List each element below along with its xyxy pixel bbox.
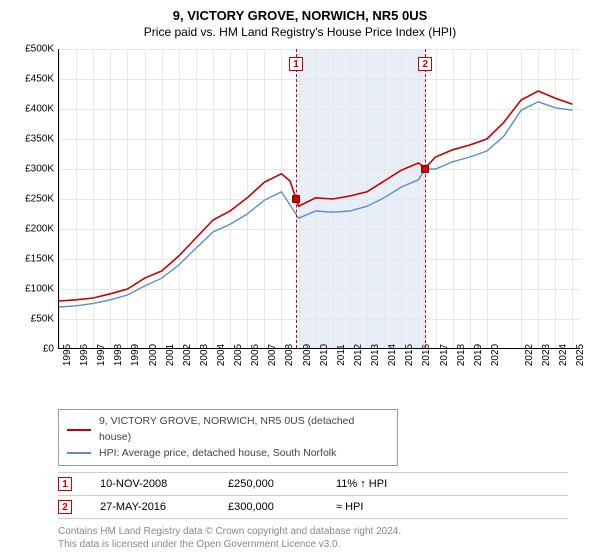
x-tick-label: 2014 [387,344,398,366]
footer-text: Contains HM Land Registry data © Crown c… [58,525,588,551]
y-tick-label: £500K [12,44,54,55]
legend-item: HPI: Average price, detached house, Sout… [67,446,389,462]
x-tick-label: 2019 [473,344,484,366]
x-tick-label: 2007 [267,344,278,366]
x-tick-label: 1999 [130,344,141,366]
x-tick-label: 2015 [404,344,415,366]
x-tick-label: 2010 [319,344,330,366]
y-tick-label: £350K [12,134,54,145]
x-tick-label: 1998 [113,344,124,366]
page-subtitle: Price paid vs. HM Land Registry's House … [12,25,588,39]
y-tick-label: £450K [12,74,54,85]
transaction-date: 27-MAY-2016 [100,501,200,513]
x-tick-label: 2012 [353,344,364,366]
legend-label: HPI: Average price, detached house, Sout… [99,446,336,462]
x-tick-label: 2000 [148,344,159,366]
y-tick-label: £200K [12,224,54,235]
x-tick-label: 2020 [490,344,501,366]
transaction-row: 1 10-NOV-2008 £250,000 11% ↑ HPI [58,473,568,496]
x-tick-label: 2011 [336,344,347,366]
x-tick-label: 2001 [165,344,176,366]
x-tick-label: 1995 [62,344,73,366]
x-tick-label: 2004 [216,344,227,366]
series-hpi [59,102,572,307]
transactions-table: 1 10-NOV-2008 £250,000 11% ↑ HPI 2 27-MAY-201… [58,472,568,519]
y-tick-label: £50K [12,314,54,325]
legend: 9, VICTORY GROVE, NORWICH, NR5 0US (deta… [58,409,398,466]
sale-marker [421,165,429,173]
x-tick-label: 2023 [541,344,552,366]
y-tick-label: £250K [12,194,54,205]
x-tick-label: 2022 [524,344,535,366]
x-tick-label: 2017 [439,344,450,366]
transaction-badge: 2 [58,500,72,514]
series-property [59,91,572,301]
x-tick-label: 2002 [182,344,193,366]
x-tick-label: 2003 [199,344,210,366]
x-tick-label: 2006 [250,344,261,366]
transaction-hpi: ≈ HPI [336,501,363,513]
x-tick-label: 1996 [79,344,90,366]
legend-swatch [67,429,91,431]
chart-lines [59,49,580,348]
x-tick-label: 2013 [370,344,381,366]
transaction-date: 10-NOV-2008 [100,478,200,490]
x-tick-label: 1997 [96,344,107,366]
x-tick-label: 2008 [284,344,295,366]
transaction-badge: 1 [58,477,72,491]
event-badge: 1 [289,57,303,71]
y-tick-label: £300K [12,164,54,175]
x-tick-label: 2024 [558,344,569,366]
sale-marker [292,195,300,203]
transaction-row: 2 27-MAY-2016 £300,000 ≈ HPI [58,496,568,519]
footer-line-1: Contains HM Land Registry data © Crown c… [58,525,588,538]
x-tick-label: 2018 [456,344,467,366]
plot-area: 12 [58,49,580,349]
transaction-price: £300,000 [228,501,308,513]
footer-line-2: This data is licensed under the Open Gov… [58,538,588,551]
legend-label: 9, VICTORY GROVE, NORWICH, NR5 0US (deta… [99,414,389,446]
transaction-hpi: 11% ↑ HPI [336,478,387,490]
legend-swatch [67,452,91,454]
event-line [425,49,426,348]
transaction-price: £250,000 [228,478,308,490]
x-tick-label: 2025 [575,344,586,366]
x-tick-label: 2016 [421,344,432,366]
x-tick-label: 2005 [233,344,244,366]
y-tick-label: £0 [12,344,54,355]
chart: 12 £0£50K£100K£150K£200K£250K£300K£350K£… [12,45,588,405]
y-tick-label: £150K [12,254,54,265]
legend-item: 9, VICTORY GROVE, NORWICH, NR5 0US (deta… [67,414,389,446]
y-tick-label: £400K [12,104,54,115]
page-title: 9, VICTORY GROVE, NORWICH, NR5 0US [12,8,588,23]
x-tick-label: 2009 [302,344,313,366]
event-badge: 2 [418,57,432,71]
y-tick-label: £100K [12,284,54,295]
